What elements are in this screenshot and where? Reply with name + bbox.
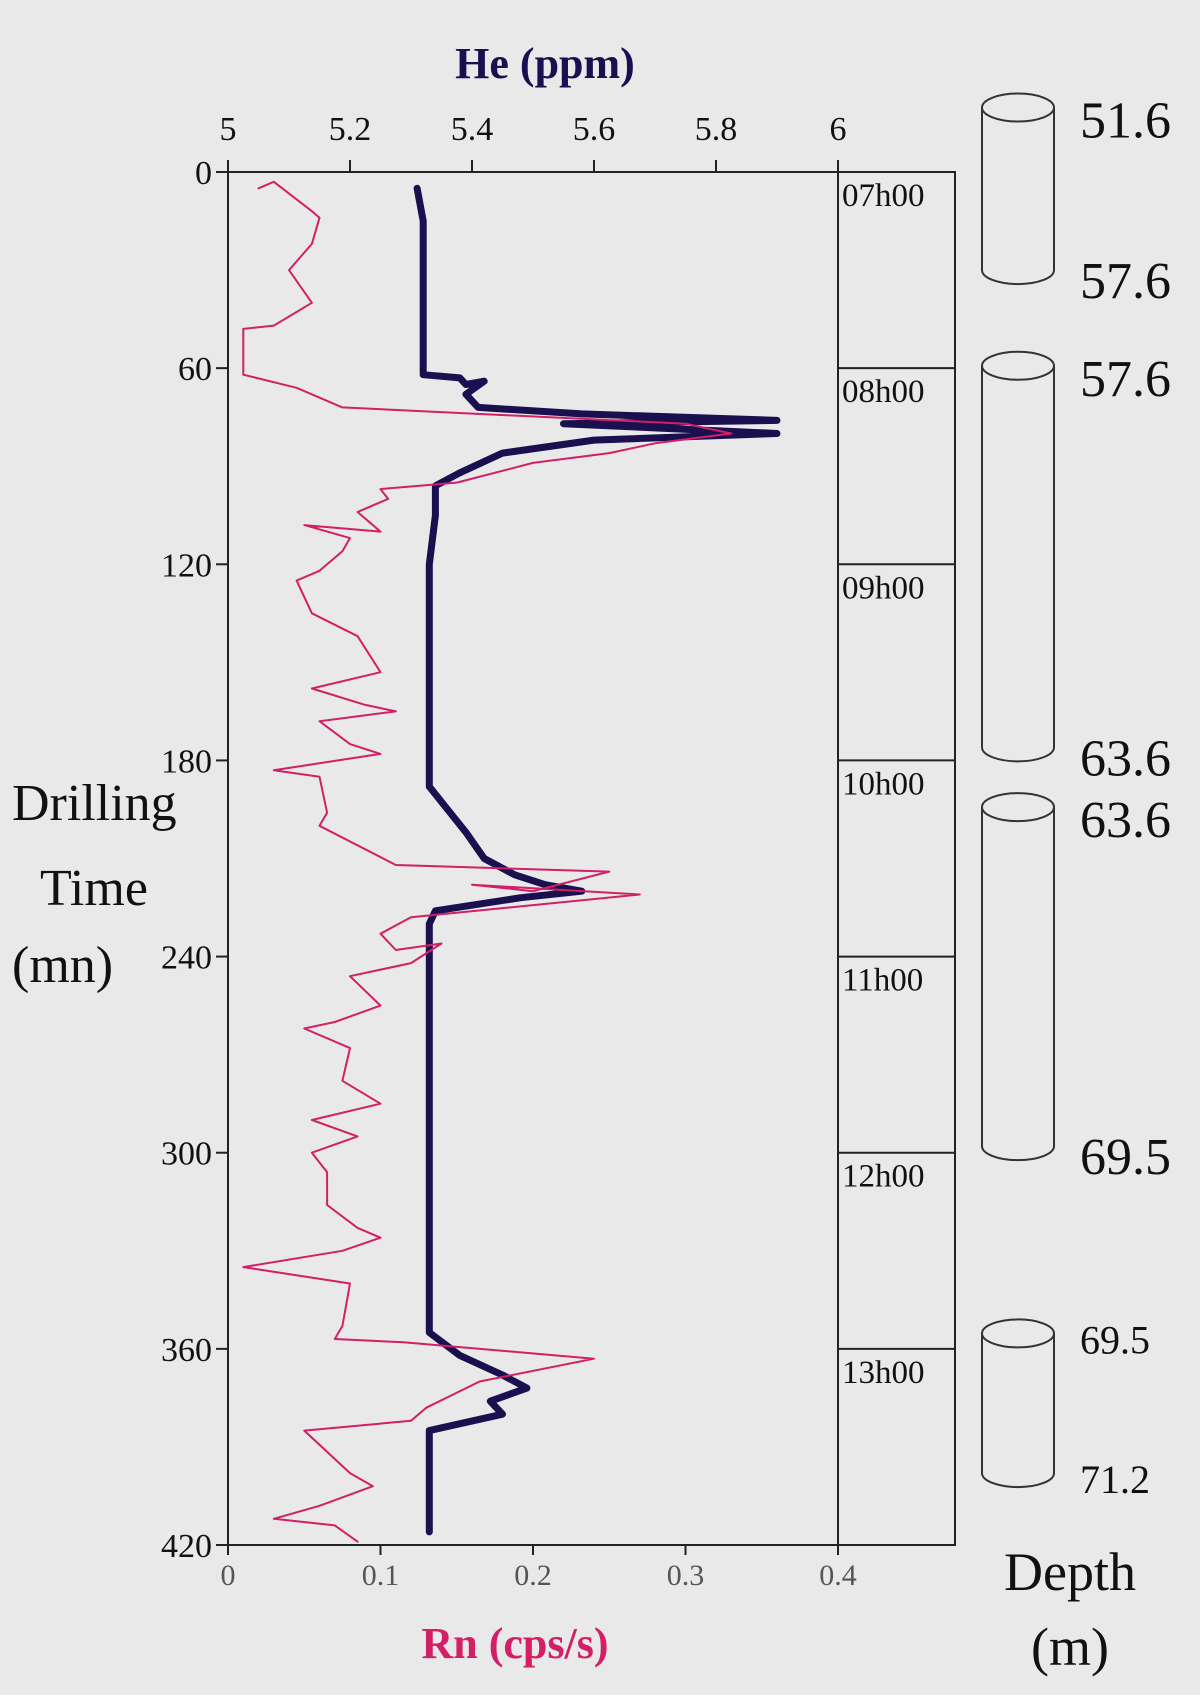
core-top-ellipse bbox=[981, 350, 1055, 381]
core-bottom-depth: 69.5 bbox=[1080, 1129, 1171, 1186]
y-axis-label-line: Time bbox=[40, 860, 148, 917]
core-top-ellipse bbox=[981, 1318, 1055, 1349]
core-top-depth: 63.6 bbox=[1080, 792, 1171, 849]
core-bottom-depth: 63.6 bbox=[1080, 730, 1171, 787]
core-top-ellipse bbox=[981, 92, 1055, 123]
core-bottom-depth: 71.2 bbox=[1080, 1457, 1150, 1502]
time-label: 08h00 bbox=[842, 374, 925, 410]
time-column-frame bbox=[837, 171, 956, 1546]
core-cylinder: 69.5 71.2 bbox=[981, 1317, 1150, 1502]
depth-label-line: (m) bbox=[1031, 1617, 1109, 1677]
top-tick-label: 5 bbox=[220, 111, 237, 148]
y-tick-label: 0 bbox=[195, 155, 212, 192]
depth-label-line: Depth bbox=[1004, 1542, 1136, 1602]
bottom-tick-label: 0 bbox=[221, 1559, 236, 1592]
bottom-tick-label: 0.2 bbox=[514, 1559, 552, 1592]
top-axis-title: He (ppm) bbox=[455, 39, 635, 88]
core-cylinder: 63.6 69.5 bbox=[981, 792, 1171, 1186]
time-label: 13h00 bbox=[842, 1355, 925, 1391]
y-tick-label: 300 bbox=[161, 1136, 212, 1173]
core-top-depth: 57.6 bbox=[1080, 351, 1171, 408]
bottom-tick-label: 0.3 bbox=[667, 1559, 705, 1592]
y-tick-label: 360 bbox=[161, 1332, 212, 1369]
y-axis-label-line: Drilling bbox=[12, 775, 177, 832]
bottom-tick-label: 0.1 bbox=[362, 1559, 400, 1592]
y-tick-label: 240 bbox=[161, 940, 212, 977]
time-label: 09h00 bbox=[842, 570, 925, 606]
core-body bbox=[981, 1333, 1055, 1489]
time-label: 12h00 bbox=[842, 1159, 925, 1195]
y-axis-label-line: (mn) bbox=[12, 937, 113, 994]
bottom-axis-title: Rn (cps/s) bbox=[421, 1619, 608, 1668]
core-bottom-depth: 57.6 bbox=[1080, 253, 1171, 310]
core-cylinder: 51.6 57.6 bbox=[981, 92, 1171, 310]
core-body bbox=[981, 365, 1055, 763]
core-top-depth: 69.5 bbox=[1080, 1317, 1150, 1362]
rn-series-line bbox=[242, 180, 733, 1543]
he-series-line bbox=[413, 184, 781, 1536]
y-tick-label: 420 bbox=[161, 1528, 212, 1565]
core-top-ellipse bbox=[981, 792, 1055, 823]
core-body bbox=[981, 807, 1055, 1162]
top-tick-label: 5.8 bbox=[695, 111, 738, 148]
top-tick-label: 5.4 bbox=[451, 111, 494, 148]
core-body bbox=[981, 107, 1055, 286]
top-tick-label: 5.6 bbox=[573, 111, 616, 148]
top-tick-label: 5.2 bbox=[329, 111, 372, 148]
time-label: 11h00 bbox=[842, 963, 923, 999]
time-label: 10h00 bbox=[842, 766, 925, 802]
core-cylinder: 57.6 63.6 bbox=[981, 350, 1171, 787]
y-tick-label: 180 bbox=[161, 743, 212, 780]
top-tick-label: 6 bbox=[830, 111, 847, 148]
time-label: 07h00 bbox=[842, 178, 925, 214]
bottom-tick-label: 0.4 bbox=[819, 1559, 857, 1592]
y-tick-label: 60 bbox=[178, 351, 212, 388]
y-tick-label: 120 bbox=[161, 547, 212, 584]
core-top-depth: 51.6 bbox=[1080, 93, 1171, 150]
